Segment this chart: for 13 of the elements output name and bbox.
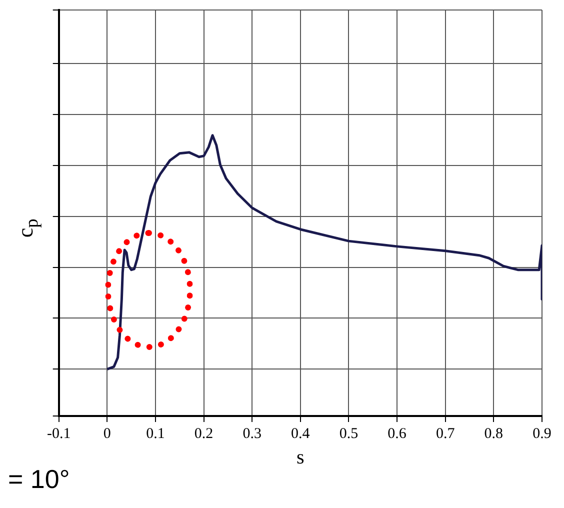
x-tick-label: 0.1 — [146, 426, 165, 442]
x-tick-label: 0.6 — [388, 426, 407, 442]
x-tick-label: 0.5 — [339, 426, 358, 442]
x-tick-label: -0.1 — [47, 426, 71, 442]
x-tick-label: 0.4 — [291, 426, 310, 442]
x-tick-label: 0.3 — [242, 426, 262, 442]
x-tick-label: 0.9 — [532, 426, 552, 442]
x-tick-label: 0 — [103, 426, 111, 442]
x-tick-label: 0.7 — [436, 426, 456, 442]
x-axis-title: s — [296, 446, 305, 468]
x-tick-label: 0.2 — [194, 426, 214, 442]
text: = 10° — [8, 464, 70, 495]
x-tick-label: 0.8 — [484, 426, 504, 442]
